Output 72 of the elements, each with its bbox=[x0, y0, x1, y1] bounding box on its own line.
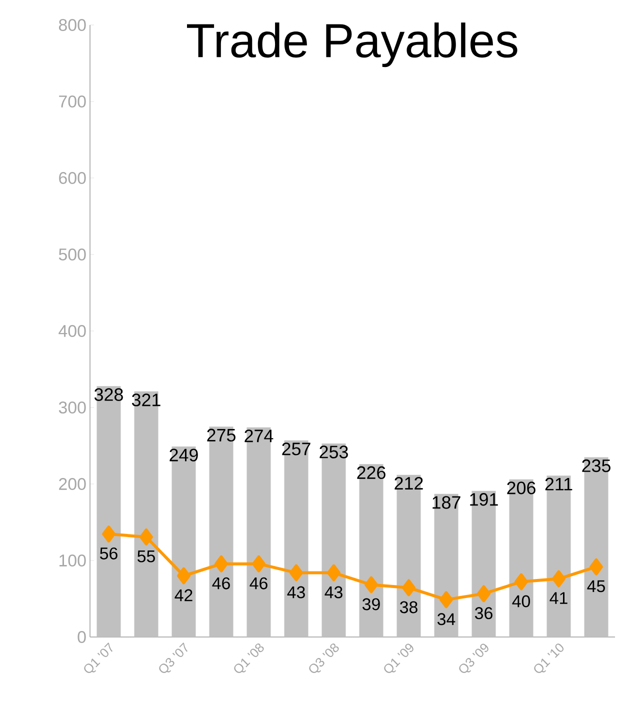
data-label: 253 bbox=[320, 446, 348, 458]
point bbox=[102, 526, 116, 542]
point bbox=[590, 558, 603, 576]
x-tick-label: Q1 '09 bbox=[384, 644, 414, 674]
y-tick-label: 500 bbox=[58, 248, 86, 260]
point bbox=[477, 585, 490, 602]
point bbox=[177, 567, 190, 584]
data-label: 43 bbox=[287, 586, 305, 598]
data-label: 226 bbox=[357, 466, 386, 479]
y-tick-label: 200 bbox=[59, 478, 86, 490]
data-label: 46 bbox=[250, 577, 268, 590]
x-tick-label: Q1 '08 bbox=[234, 643, 264, 674]
y-tick-label: 100 bbox=[60, 554, 86, 566]
bar bbox=[359, 464, 384, 637]
data-label: 321 bbox=[132, 394, 160, 406]
data-label: 55 bbox=[138, 550, 155, 562]
bar bbox=[584, 457, 608, 637]
y-tick-label: 0 bbox=[78, 630, 86, 643]
data-label: 39 bbox=[362, 598, 380, 610]
bar bbox=[509, 479, 534, 637]
bar bbox=[434, 494, 458, 637]
data-label: 257 bbox=[282, 442, 310, 456]
x-tick-label: Q3 '07 bbox=[159, 642, 188, 674]
data-label: 235 bbox=[582, 459, 610, 472]
point bbox=[364, 576, 378, 594]
data-label: 56 bbox=[100, 547, 118, 560]
data-label: 42 bbox=[174, 589, 192, 602]
data-label: 328 bbox=[94, 388, 123, 401]
data-label: 41 bbox=[550, 592, 568, 604]
bar bbox=[546, 476, 571, 637]
data-label: 38 bbox=[400, 601, 418, 614]
point bbox=[140, 528, 153, 546]
x-tick-label: Q3 '08 bbox=[309, 643, 339, 674]
point bbox=[440, 591, 453, 608]
bar bbox=[472, 490, 496, 637]
data-label: 45 bbox=[587, 580, 605, 592]
point bbox=[402, 579, 416, 596]
bar bbox=[96, 386, 121, 637]
bar bbox=[322, 443, 346, 637]
x-tick-label: Q3 '09 bbox=[459, 644, 488, 674]
data-label: 274 bbox=[244, 430, 274, 442]
point bbox=[252, 555, 266, 572]
data-label: 43 bbox=[324, 586, 342, 598]
point bbox=[290, 564, 303, 582]
bar bbox=[134, 391, 158, 637]
x-tick-label: Q1 '10 bbox=[534, 644, 564, 674]
chart-title: Trade Payables bbox=[187, 22, 518, 68]
data-label: 249 bbox=[170, 448, 198, 462]
data-label: 211 bbox=[545, 478, 572, 490]
point bbox=[514, 573, 528, 590]
point bbox=[214, 555, 228, 572]
y-tick-label: 700 bbox=[59, 95, 86, 108]
data-label: 46 bbox=[212, 577, 230, 590]
data-label: 40 bbox=[512, 595, 530, 608]
data-label: 212 bbox=[394, 476, 423, 490]
bar bbox=[284, 440, 308, 637]
data-label: 187 bbox=[432, 496, 460, 509]
y-tick-label: 600 bbox=[59, 172, 86, 184]
bar bbox=[396, 474, 421, 637]
data-label: 275 bbox=[207, 428, 236, 442]
data-label: 206 bbox=[507, 482, 536, 494]
point bbox=[327, 564, 340, 582]
data-label: 36 bbox=[474, 607, 492, 620]
y-tick-label: 300 bbox=[58, 401, 86, 414]
y-tick-label: 400 bbox=[58, 324, 86, 337]
x-tick-label: Q1 '07 bbox=[84, 642, 113, 674]
point bbox=[552, 570, 566, 588]
data-label: 34 bbox=[437, 613, 456, 626]
bar bbox=[209, 426, 234, 637]
y-tick-label: 800 bbox=[58, 18, 86, 31]
data-label: 191 bbox=[470, 493, 498, 506]
bar bbox=[172, 446, 196, 637]
